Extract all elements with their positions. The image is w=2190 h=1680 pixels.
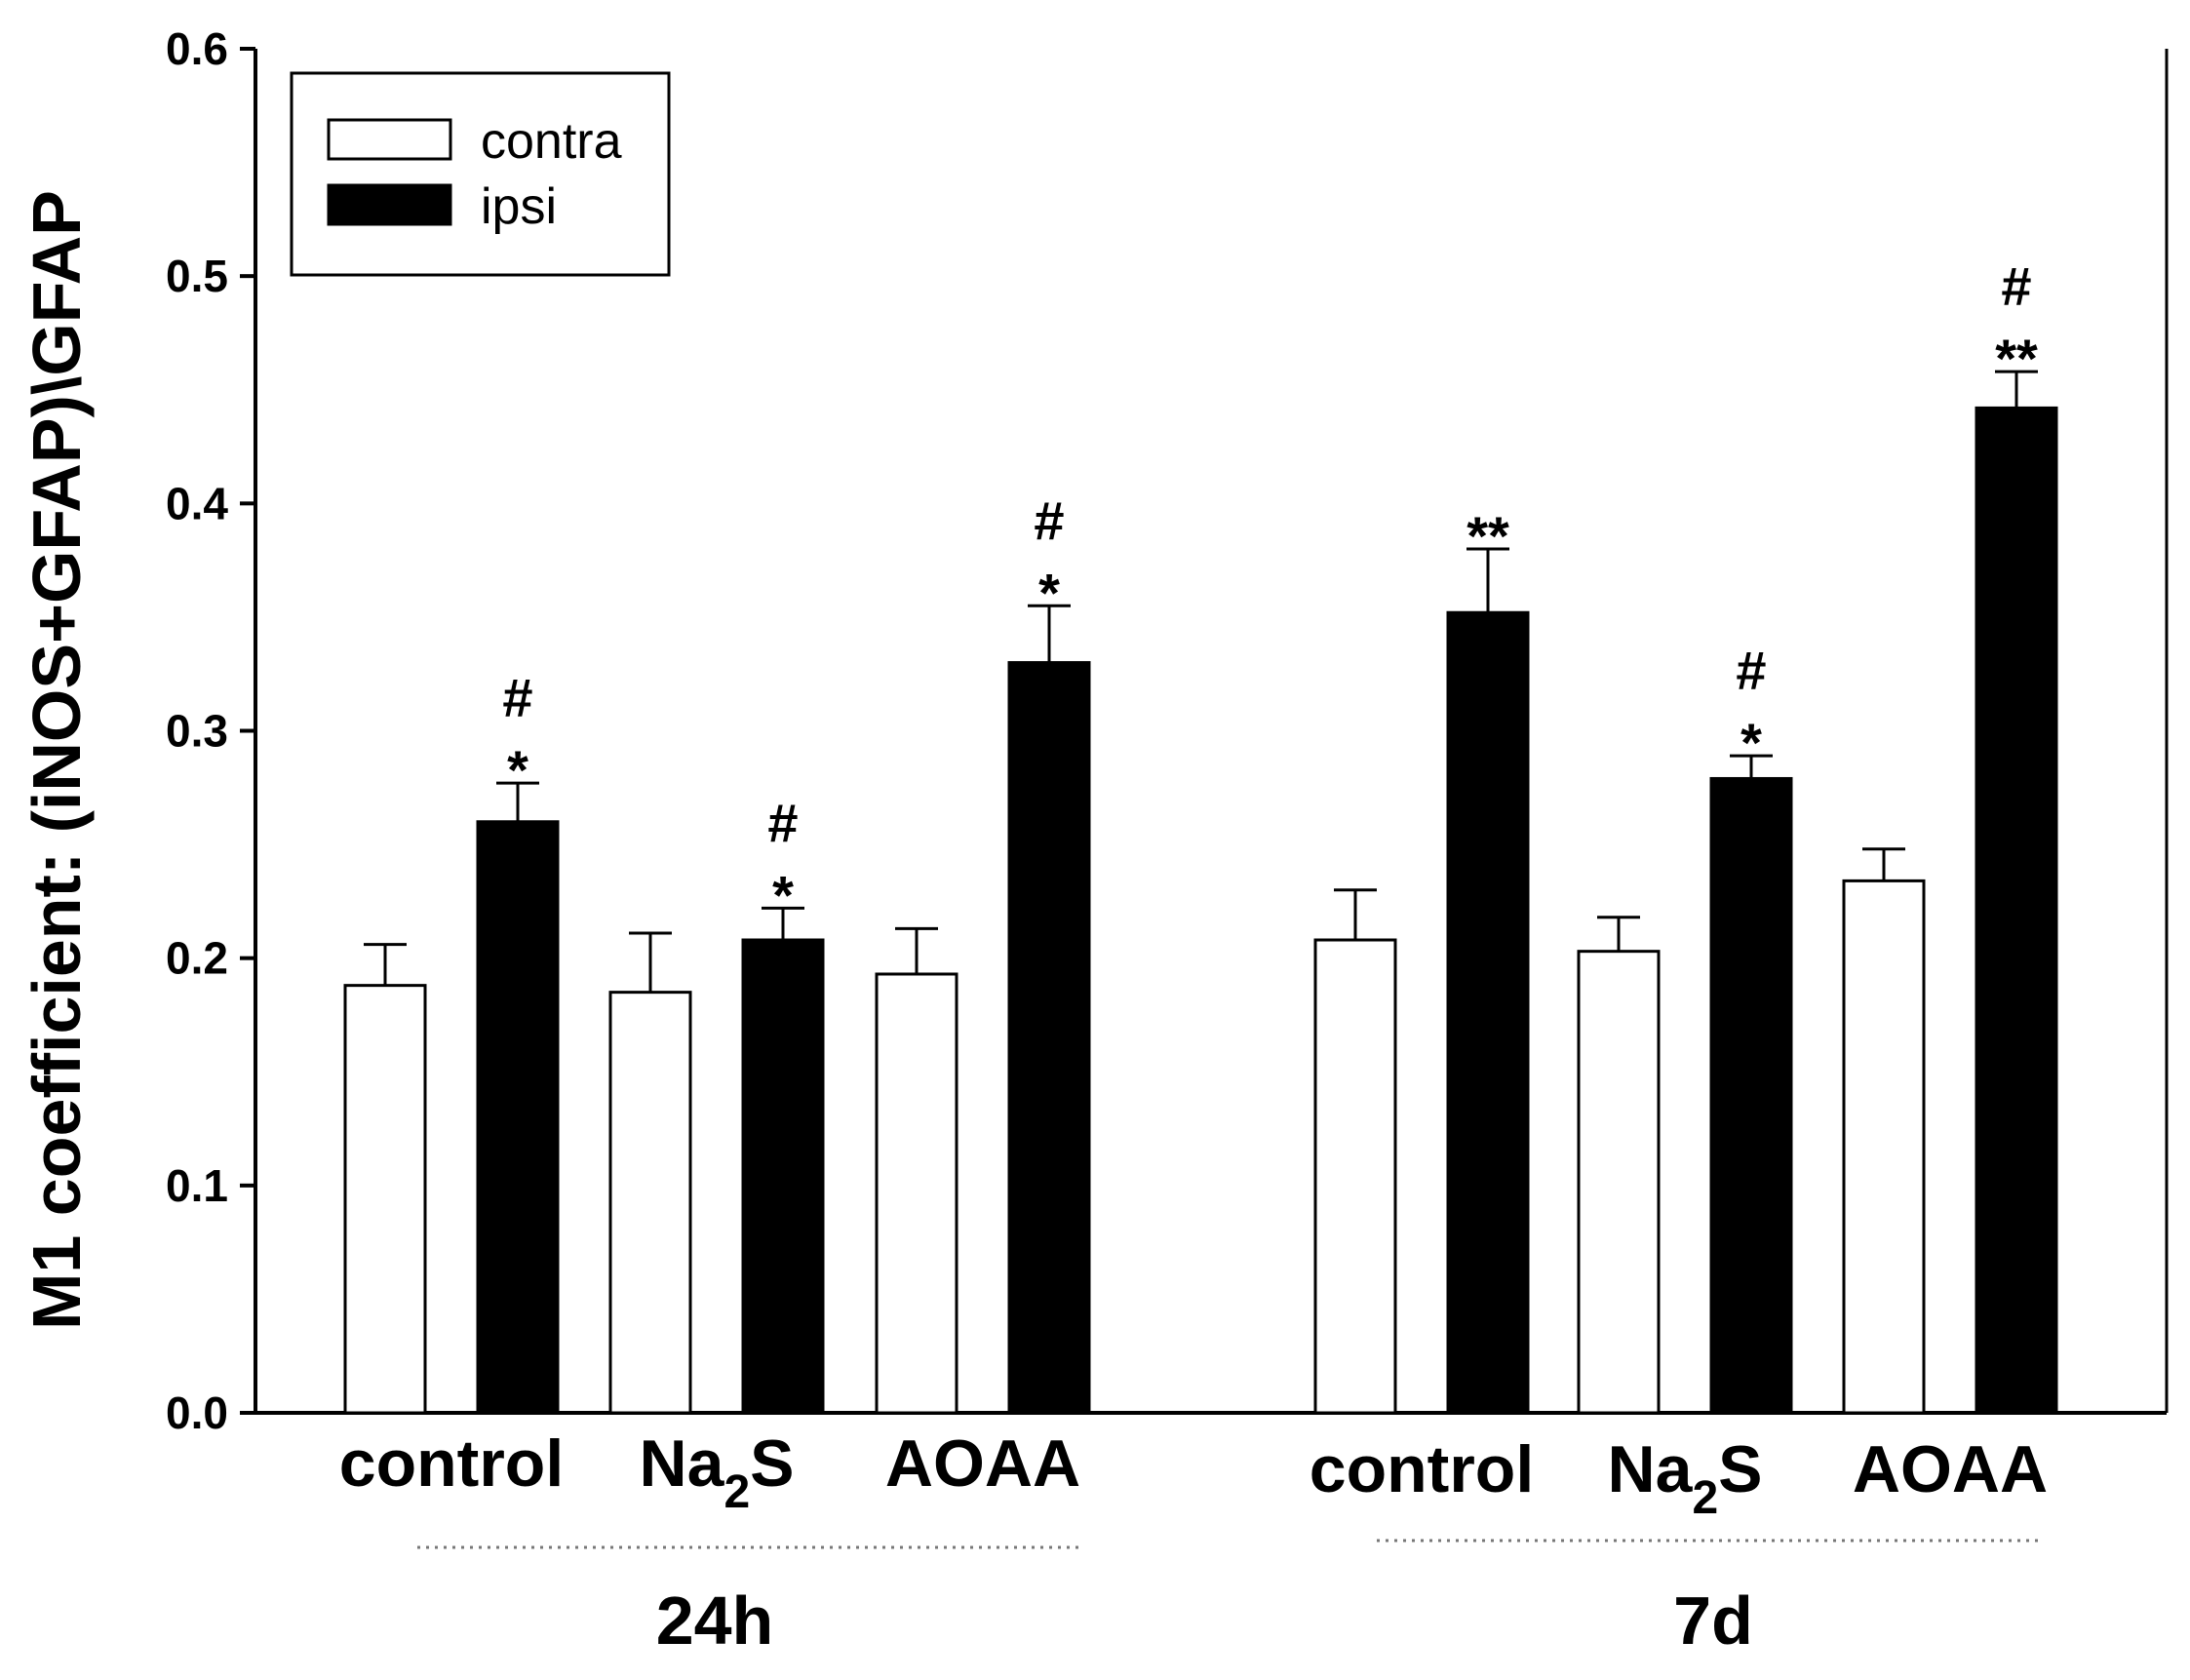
bar-ipsi-0 bbox=[476, 820, 560, 1415]
significance-star: * bbox=[772, 864, 794, 925]
legend-box bbox=[290, 71, 671, 277]
legend-label-ipsi: ipsi bbox=[481, 178, 557, 235]
y-tick-label: 0.6 bbox=[166, 23, 228, 74]
bar-contra-5 bbox=[1842, 879, 1926, 1415]
category-label-control: control bbox=[339, 1426, 564, 1501]
significance-hash: # bbox=[1736, 640, 1766, 701]
category-label-AOAA: AOAA bbox=[1853, 1432, 2048, 1506]
category-label-control: control bbox=[1310, 1432, 1534, 1506]
bar-contra-4 bbox=[1577, 950, 1661, 1415]
significance-hash: # bbox=[1034, 489, 1064, 551]
y-tick-label: 0.0 bbox=[166, 1387, 228, 1438]
legend-swatch-contra bbox=[327, 118, 452, 161]
category-label-Na2S: Na2S bbox=[640, 1426, 795, 1518]
group-label-24h: 24h bbox=[656, 1582, 774, 1659]
y-axis-label: M1 coefficient: (iNOS+GFAP)\GFAP bbox=[19, 190, 95, 1330]
y-tick-label: 0.1 bbox=[166, 1160, 228, 1211]
bar-ipsi-5 bbox=[1975, 406, 2058, 1415]
y-tick-label: 0.4 bbox=[166, 478, 228, 528]
bar-ipsi-1 bbox=[741, 938, 825, 1415]
y-tick-label: 0.2 bbox=[166, 933, 228, 984]
significance-hash: # bbox=[502, 667, 532, 728]
legend-label-contra: contra bbox=[481, 113, 622, 170]
category-label-Na2S: Na2S bbox=[1608, 1432, 1763, 1524]
significance-star: ** bbox=[1467, 505, 1509, 567]
significance-star: ** bbox=[1995, 328, 2038, 389]
bar-ipsi-2 bbox=[1007, 661, 1091, 1415]
significance-star: * bbox=[1740, 712, 1762, 773]
bar-ipsi-3 bbox=[1446, 610, 1530, 1415]
bar-ipsi-4 bbox=[1709, 776, 1793, 1415]
y-tick-label: 0.3 bbox=[166, 706, 228, 757]
significance-hash: # bbox=[767, 792, 798, 853]
bar-contra-1 bbox=[608, 991, 692, 1415]
y-tick-label: 0.5 bbox=[166, 251, 228, 301]
bar-contra-3 bbox=[1313, 938, 1397, 1415]
bar-contra-2 bbox=[875, 972, 958, 1415]
significance-star: * bbox=[507, 739, 528, 801]
bar-contra-0 bbox=[343, 984, 427, 1415]
legend-swatch-ipsi bbox=[327, 183, 452, 226]
significance-star: * bbox=[1038, 562, 1060, 623]
significance-hash: # bbox=[2001, 255, 2031, 317]
group-label-7d: 7d bbox=[1673, 1582, 1753, 1659]
category-label-AOAA: AOAA bbox=[885, 1426, 1080, 1501]
